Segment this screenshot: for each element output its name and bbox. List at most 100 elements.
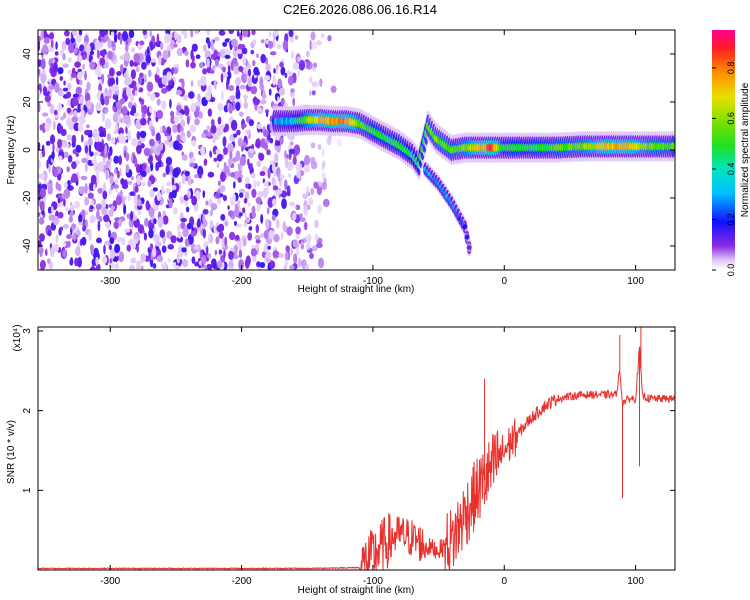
heatmap-noise-cell bbox=[304, 264, 309, 270]
heatmap-noise-cell bbox=[161, 161, 164, 168]
heatmap-noise-cell bbox=[206, 30, 211, 36]
heatmap-noise-cell bbox=[304, 164, 310, 173]
heatmap-noise-cell bbox=[184, 106, 190, 117]
heatmap-noise-cell bbox=[220, 73, 224, 83]
heatmap-noise-cell bbox=[218, 249, 222, 255]
heatmap-noise-cell bbox=[303, 205, 308, 216]
heatmap-noise-cell bbox=[235, 234, 240, 240]
heatmap-noise-cell bbox=[104, 34, 109, 42]
heatmap-noise-cell bbox=[39, 124, 44, 131]
heatmap-noise-cell bbox=[58, 125, 63, 133]
heatmap-ytick-label: 0 bbox=[22, 147, 33, 153]
heatmap-noise-cell bbox=[192, 55, 195, 61]
heatmap-noise-cell bbox=[187, 233, 194, 245]
heatmap-noise-cell bbox=[211, 258, 216, 266]
heatmap-noise-cell bbox=[165, 188, 171, 194]
heatmap-noise-cell bbox=[71, 173, 78, 183]
heatmap-noise-cell bbox=[115, 94, 119, 103]
heatmap-noise-cell bbox=[143, 232, 147, 241]
heatmap-noise-cell bbox=[250, 85, 258, 95]
heatmap-noise-cell bbox=[145, 166, 151, 174]
heatmap-noise-cell bbox=[327, 35, 332, 42]
heatmap-noise-cell bbox=[114, 243, 121, 254]
heatmap-noise-cell bbox=[161, 262, 164, 269]
heatmap-noise-cell bbox=[55, 41, 58, 50]
heatmap-noise-cell bbox=[67, 240, 71, 248]
heatmap-noise-cell bbox=[235, 101, 241, 111]
heatmap-noise-cell bbox=[161, 184, 165, 196]
heatmap-noise-cell bbox=[140, 253, 147, 263]
heatmap-noise-cell bbox=[149, 188, 155, 198]
heatmap-noise-cell bbox=[257, 266, 262, 270]
heatmap-noise-cell bbox=[110, 77, 115, 87]
heatmap-noise-cell bbox=[125, 164, 130, 174]
heatmap-noise-cell bbox=[280, 66, 286, 76]
heatmap-noise-cell bbox=[93, 161, 98, 168]
snr-line-group bbox=[38, 327, 675, 570]
heatmap-noise-cell bbox=[48, 261, 54, 270]
heatmap-branch-cell bbox=[466, 245, 472, 251]
heatmap-noise-cell bbox=[253, 66, 259, 76]
heatmap-noise-cell bbox=[191, 156, 196, 163]
heatmap-noise-cell bbox=[108, 187, 112, 195]
heatmap-noise-cell bbox=[207, 85, 212, 96]
heatmap-noise-cell bbox=[215, 236, 220, 245]
heatmap-noise-cell bbox=[161, 100, 167, 110]
snr-xtick-label: 100 bbox=[627, 576, 644, 587]
heatmap-noise-cell bbox=[241, 145, 244, 152]
heatmap-noise-cell bbox=[234, 207, 240, 217]
heatmap-noise-cell bbox=[116, 107, 122, 115]
heatmap-noise-cell bbox=[78, 55, 83, 63]
heatmap-noise-cell bbox=[295, 162, 303, 171]
heatmap-noise-cell bbox=[75, 246, 81, 257]
heatmap-noise-cell bbox=[309, 252, 314, 260]
colorbar-label: Normalized spectral amplitude bbox=[740, 82, 750, 217]
heatmap-noise-cell bbox=[245, 116, 250, 123]
heatmap-noise-cell bbox=[198, 226, 203, 231]
heatmap-noise-cell bbox=[92, 151, 99, 157]
heatmap-noise-cell bbox=[161, 75, 168, 85]
heatmap-noise-cell bbox=[217, 102, 224, 112]
heatmap-noise-cell bbox=[202, 208, 209, 215]
heatmap-noise-cell bbox=[62, 63, 69, 68]
heatmap-noise-cell bbox=[268, 229, 275, 240]
heatmap-noise-cell bbox=[260, 39, 265, 44]
heatmap-noise-cell bbox=[194, 101, 202, 107]
heatmap-noise-cell bbox=[44, 122, 51, 132]
heatmap-noise-cell bbox=[250, 172, 256, 179]
heatmap-noise-cell bbox=[63, 151, 69, 158]
heatmap-noise-cell bbox=[191, 43, 198, 52]
heatmap-noise-cell bbox=[251, 30, 256, 36]
heatmap-noise-cell bbox=[179, 258, 183, 265]
heatmap-noise-cell bbox=[261, 166, 268, 173]
heatmap-noise-cell bbox=[228, 103, 233, 114]
heatmap-noise-cell bbox=[247, 60, 251, 69]
heatmap-noise-cell bbox=[155, 132, 161, 142]
heatmap-noise-cell bbox=[133, 194, 138, 206]
heatmap-noise-cell bbox=[256, 180, 261, 187]
heatmap-noise-cell bbox=[206, 125, 210, 130]
heatmap-noise-cell bbox=[321, 148, 325, 158]
heatmap-noise-cell bbox=[284, 149, 287, 160]
heatmap-noise-cell bbox=[156, 145, 161, 155]
heatmap-noise-cell bbox=[229, 95, 236, 101]
heatmap-noise-cell bbox=[88, 230, 92, 242]
heatmap-noise-cell bbox=[181, 173, 186, 185]
heatmap-noise-cell bbox=[305, 242, 311, 251]
heatmap-noise-cell bbox=[214, 36, 220, 42]
heatmap-noise-cell bbox=[271, 177, 275, 186]
heatmap-noise-cell bbox=[263, 230, 269, 240]
heatmap-noise-cell bbox=[296, 246, 300, 256]
colorbar-tick-label: 0.6 bbox=[726, 112, 736, 125]
heatmap-noise-cell bbox=[268, 31, 272, 37]
heatmap-noise-cell bbox=[276, 64, 279, 70]
heatmap-noise-cell bbox=[264, 109, 270, 114]
heatmap-noise-cell bbox=[236, 239, 243, 251]
heatmap-noise-cell bbox=[156, 33, 160, 45]
heatmap-noise-cell bbox=[263, 245, 268, 253]
heatmap-noise-cell bbox=[248, 119, 254, 127]
heatmap-noise-cell bbox=[96, 209, 100, 220]
heatmap-noise-cell bbox=[85, 210, 88, 215]
heatmap-noise-cell bbox=[88, 144, 92, 154]
heatmap-noise-cell bbox=[280, 231, 284, 241]
